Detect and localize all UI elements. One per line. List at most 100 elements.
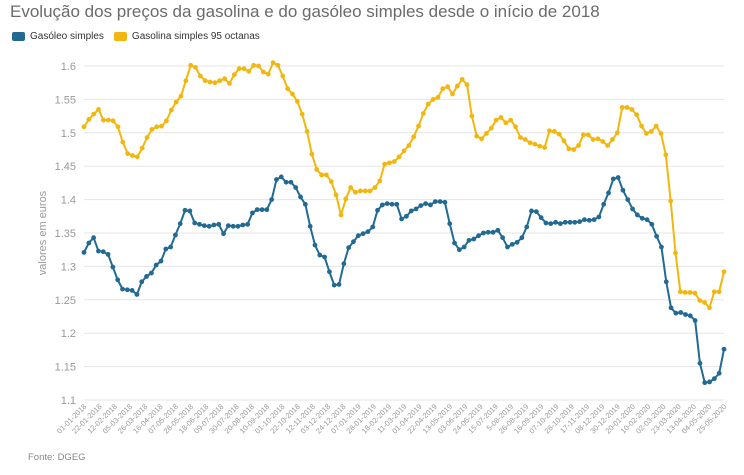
data-point-diesel[interactable] <box>630 206 635 212</box>
data-point-petrol[interactable] <box>547 128 552 134</box>
data-point-petrol[interactable] <box>183 78 189 84</box>
legend-item-petrol[interactable]: Gasolina simples 95 octanas <box>113 31 260 42</box>
data-point-diesel[interactable] <box>649 221 655 227</box>
data-point-diesel[interactable] <box>81 249 87 255</box>
data-point-diesel[interactable] <box>235 223 241 229</box>
data-point-petrol[interactable] <box>207 79 213 85</box>
data-point-diesel[interactable] <box>331 282 337 288</box>
data-point-petrol[interactable] <box>382 161 388 167</box>
data-point-diesel[interactable] <box>298 194 303 200</box>
data-point-petrol[interactable] <box>353 189 358 195</box>
data-point-diesel[interactable] <box>259 207 265 213</box>
data-point-diesel[interactable] <box>543 220 549 226</box>
data-point-petrol[interactable] <box>668 198 674 204</box>
data-point-petrol[interactable] <box>484 131 489 136</box>
data-point-petrol[interactable] <box>222 76 228 82</box>
data-point-diesel[interactable] <box>307 223 313 229</box>
data-point-petrol[interactable] <box>629 107 635 112</box>
data-point-diesel[interactable] <box>264 207 270 213</box>
data-point-diesel[interactable] <box>355 233 361 239</box>
data-point-petrol[interactable] <box>193 64 198 70</box>
data-point-petrol[interactable] <box>488 125 494 131</box>
data-point-diesel[interactable] <box>148 270 154 276</box>
data-point-petrol[interactable] <box>513 124 518 130</box>
data-point-diesel[interactable] <box>490 229 496 235</box>
data-point-diesel[interactable] <box>115 277 121 283</box>
data-point-petrol[interactable] <box>459 76 465 82</box>
data-point-petrol[interactable] <box>299 111 305 117</box>
data-point-petrol[interactable] <box>377 178 383 184</box>
data-point-diesel[interactable] <box>505 244 510 250</box>
data-point-petrol[interactable] <box>290 91 295 97</box>
data-point-petrol[interactable] <box>430 97 436 102</box>
data-point-petrol[interactable] <box>304 129 310 134</box>
data-point-petrol[interactable] <box>314 167 320 172</box>
data-point-petrol[interactable] <box>522 137 528 142</box>
data-point-petrol[interactable] <box>212 80 218 86</box>
data-point-diesel[interactable] <box>707 379 712 385</box>
data-point-petrol[interactable] <box>532 141 538 147</box>
data-point-petrol[interactable] <box>120 139 126 145</box>
data-point-petrol[interactable] <box>86 117 92 122</box>
data-point-petrol[interactable] <box>454 83 460 89</box>
data-point-diesel[interactable] <box>591 217 597 223</box>
data-point-diesel[interactable] <box>533 209 539 215</box>
data-point-petrol[interactable] <box>639 123 644 129</box>
data-point-petrol[interactable] <box>265 71 271 77</box>
data-point-petrol[interactable] <box>401 148 407 154</box>
data-point-diesel[interactable] <box>538 215 544 221</box>
data-point-petrol[interactable] <box>149 127 155 132</box>
data-point-diesel[interactable] <box>639 215 645 221</box>
data-point-diesel[interactable] <box>120 286 125 292</box>
data-point-petrol[interactable] <box>702 300 708 305</box>
data-point-petrol[interactable] <box>464 82 470 88</box>
data-point-petrol[interactable] <box>682 290 688 295</box>
data-point-petrol[interactable] <box>338 212 344 218</box>
data-point-diesel[interactable] <box>346 245 352 251</box>
data-point-petrol[interactable] <box>474 133 480 139</box>
data-point-petrol[interactable] <box>406 143 412 148</box>
data-point-diesel[interactable] <box>283 179 289 185</box>
data-point-diesel[interactable] <box>360 231 366 237</box>
data-point-diesel[interactable] <box>86 240 92 246</box>
data-point-diesel[interactable] <box>447 221 453 227</box>
data-point-diesel[interactable] <box>461 244 467 250</box>
data-point-petrol[interactable] <box>619 105 625 110</box>
data-point-petrol[interactable] <box>134 154 140 160</box>
data-point-diesel[interactable] <box>485 229 491 235</box>
data-point-diesel[interactable] <box>173 232 178 238</box>
data-point-petrol[interactable] <box>498 115 504 120</box>
data-point-diesel[interactable] <box>466 237 472 243</box>
data-point-diesel[interactable] <box>379 202 385 208</box>
data-point-diesel[interactable] <box>548 221 554 227</box>
data-point-petrol[interactable] <box>687 290 693 295</box>
data-point-diesel[interactable] <box>163 246 169 252</box>
data-point-diesel[interactable] <box>692 318 698 323</box>
data-point-diesel[interactable] <box>601 201 607 207</box>
data-point-diesel[interactable] <box>625 197 631 203</box>
data-point-petrol[interactable] <box>566 146 572 152</box>
data-point-diesel[interactable] <box>394 201 400 207</box>
data-point-diesel[interactable] <box>197 221 202 227</box>
data-point-diesel[interactable] <box>153 262 159 268</box>
data-point-petrol[interactable] <box>362 188 368 194</box>
data-point-petrol[interactable] <box>280 73 286 79</box>
data-point-diesel[interactable] <box>187 208 193 214</box>
data-point-diesel[interactable] <box>91 235 97 241</box>
data-point-petrol[interactable] <box>197 73 203 79</box>
data-point-petrol[interactable] <box>367 188 373 194</box>
data-point-diesel[interactable] <box>437 199 443 205</box>
data-point-petrol[interactable] <box>692 290 698 296</box>
data-point-petrol[interactable] <box>294 99 300 104</box>
data-point-diesel[interactable] <box>413 206 419 212</box>
data-point-diesel[interactable] <box>481 230 486 236</box>
data-point-diesel[interactable] <box>384 201 390 207</box>
data-point-diesel[interactable] <box>341 261 347 267</box>
data-point-petrol[interactable] <box>493 117 499 123</box>
data-point-petrol[interactable] <box>576 143 581 148</box>
data-point-diesel[interactable] <box>683 312 688 317</box>
data-point-diesel[interactable] <box>408 208 414 214</box>
data-point-petrol[interactable] <box>236 66 242 72</box>
data-point-diesel[interactable] <box>225 223 231 229</box>
data-point-diesel[interactable] <box>428 202 433 208</box>
